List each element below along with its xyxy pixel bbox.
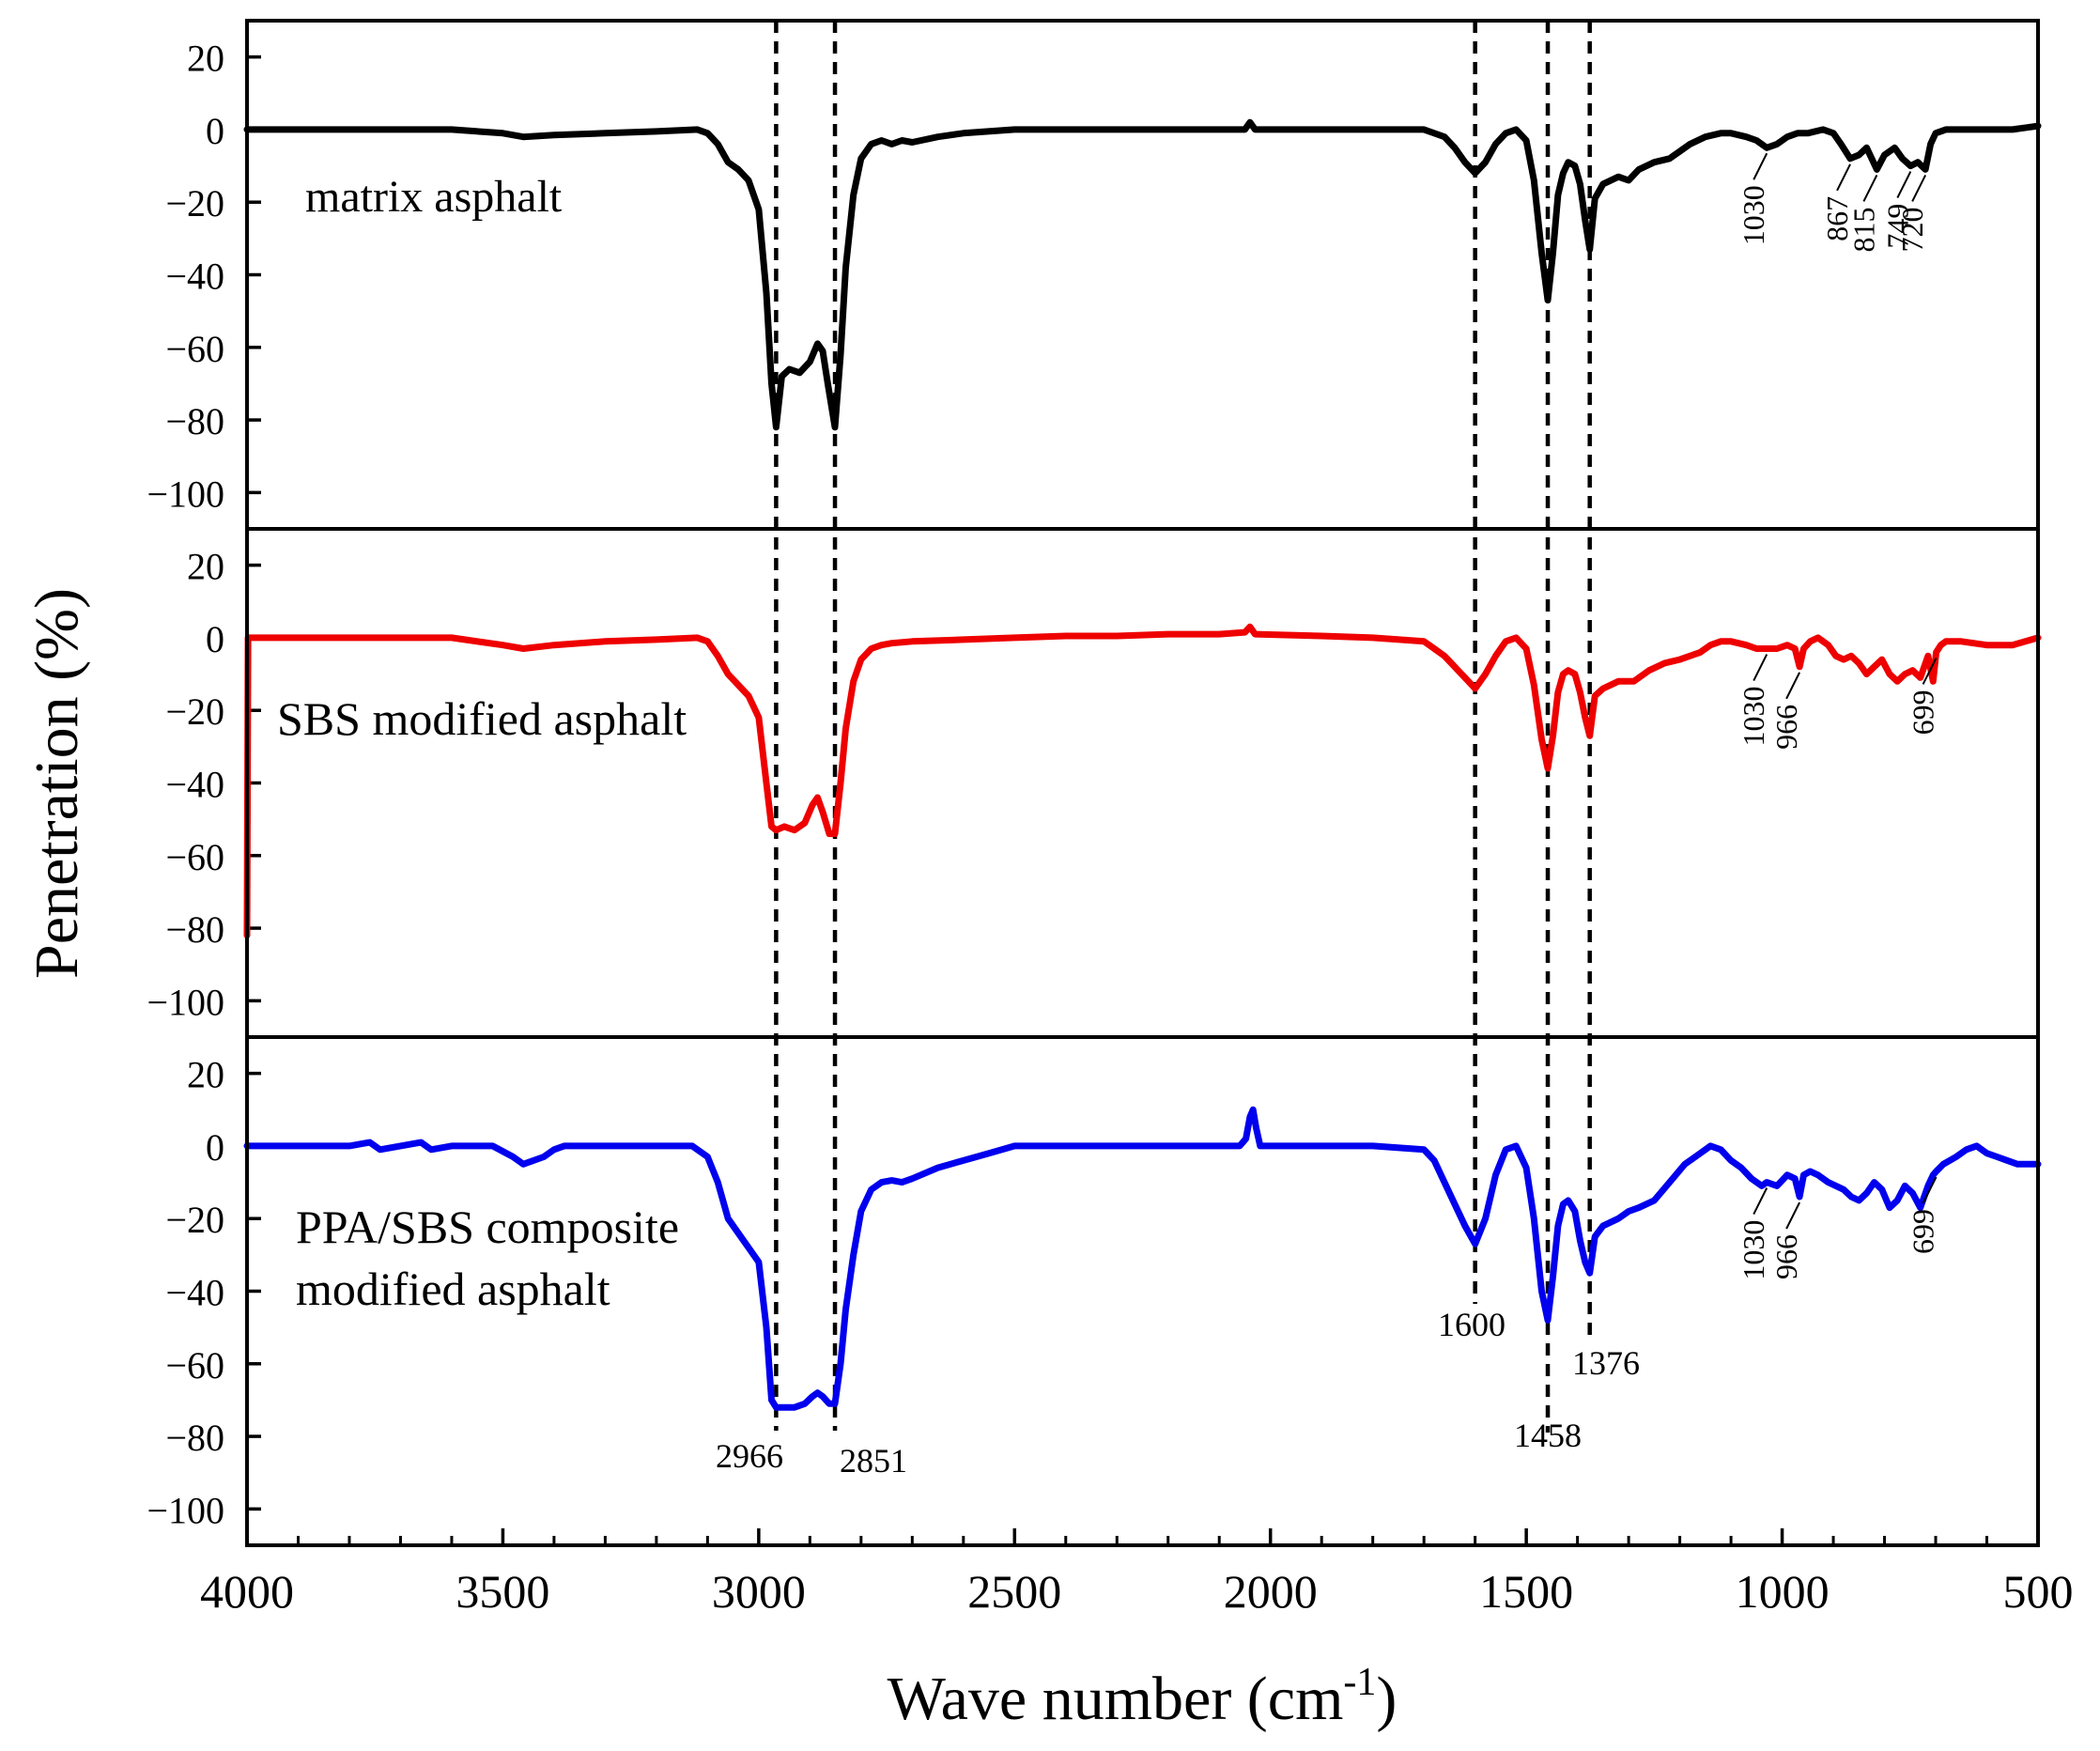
y-tick-label: −80 [165,908,224,951]
y-tick-label: 0 [206,618,224,660]
annotation-leader-1030 [1753,1187,1768,1216]
annotation-leader-720 [1911,174,1927,202]
series-line-sbs-modified-asphalt [243,623,2042,939]
x-axis-title-end: ) [1376,1665,1397,1733]
peak-label-1030: 1030 [1737,185,1770,245]
x-tick-label: 3000 [712,1565,806,1618]
panel-label-ppa-sbs-composite-modified-asphalt: PPA/SBS composite [296,1201,679,1253]
y-tick-label: −40 [165,764,224,806]
y-tick-label: −40 [165,1272,224,1314]
y-tick-label: −80 [165,1417,224,1459]
x-axis-title: Wave number (cm-1) [888,1661,1397,1733]
x-tick-label: 1500 [1479,1565,1573,1618]
x-tick-label: 1000 [1736,1565,1830,1618]
panel-label-matrix-asphalt: matrix asphalt [305,172,563,222]
peak-label-815: 815 [1846,207,1880,252]
series-line-ppa-sbs-composite-modified-asphalt [243,1106,2042,1411]
y-axis-title: Penetration (%) [23,588,91,979]
y-tick-label: −20 [165,690,224,733]
x-tick-label: 3500 [456,1565,549,1618]
reference-label-2851: 2851 [840,1442,907,1480]
annotation-leader-699 [1922,657,1938,685]
series-line-matrix-asphalt [243,118,2042,431]
y-tick-label: −100 [147,473,224,515]
peak-label-720: 720 [1895,207,1929,252]
x-axis-title-sup: -1 [1343,1661,1376,1704]
y-tick-label: −100 [147,1489,224,1531]
annotation-leader-1030 [1753,654,1768,681]
y-tick-label: −20 [165,1199,224,1241]
peak-label-1030: 1030 [1737,687,1770,747]
panel-label-sbs-modified-asphalt: SBS modified asphalt [277,692,687,745]
annotation-leader-966 [1785,672,1800,700]
annotation-leader-867 [1836,163,1851,192]
y-tick-label: 20 [187,1054,224,1096]
reference-label-1376: 1376 [1572,1344,1640,1382]
y-tick-label: −60 [165,1344,224,1387]
y-tick-label: −80 [165,400,224,442]
peak-label-699: 699 [1907,1209,1940,1254]
x-tick-label: 2500 [967,1565,1061,1618]
annotation-leader-749 [1896,171,1912,199]
annotation-leader-699 [1922,1176,1938,1204]
peak-label-1030: 1030 [1737,1220,1770,1280]
y-tick-label: −40 [165,256,224,298]
y-tick-label: −60 [165,328,224,370]
x-tick-label: 2000 [1224,1565,1318,1618]
peak-label-867: 867 [1820,196,1854,241]
annotation-leader-1030 [1753,152,1768,180]
peak-label-699: 699 [1907,690,1940,735]
reference-label-1600: 1600 [1438,1306,1506,1343]
y-tick-label: 20 [187,38,224,80]
y-tick-label: 0 [206,110,224,152]
y-tick-label: −20 [165,182,224,225]
peak-label-749: 749 [1880,204,1914,249]
y-tick-label: −60 [165,836,224,878]
reference-label-1458: 1458 [1514,1417,1582,1454]
y-tick-label: 0 [206,1126,224,1169]
reference-label-2966: 2966 [716,1437,783,1475]
y-tick-label: −100 [147,981,224,1023]
peak-label-966: 966 [1769,1234,1803,1279]
y-tick-label: 20 [187,546,224,588]
x-tick-label: 500 [2003,1565,2074,1618]
x-tick-label: 4000 [200,1565,294,1618]
annotation-leader-815 [1862,174,1878,202]
peak-label-966: 966 [1769,705,1803,750]
annotation-leader-966 [1785,1201,1800,1230]
x-axis-title-main: Wave number (cm [888,1665,1344,1733]
panel-label-ppa-sbs-composite-modified-asphalt: modified asphalt [296,1263,610,1315]
plot-frame [245,19,2040,1547]
